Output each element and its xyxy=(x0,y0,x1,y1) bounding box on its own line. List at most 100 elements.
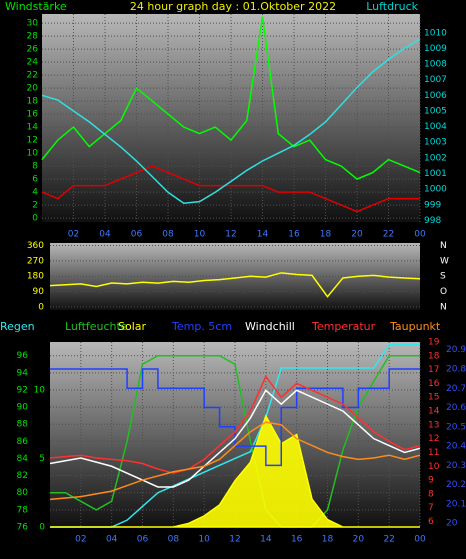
y2-tick-label: 11 xyxy=(428,448,439,458)
series-line xyxy=(49,375,421,474)
y2-tick-label: 1009 xyxy=(424,44,447,54)
y-tick-label: 78 xyxy=(17,505,29,515)
legend-entry: Regen xyxy=(0,320,35,333)
y-tick-label: 80 xyxy=(17,488,29,498)
x-tick-label: 22 xyxy=(383,230,394,240)
y-tick-label: 24 xyxy=(27,58,39,68)
legend-entry: Windchill xyxy=(245,320,295,333)
y-tick-label: 0 xyxy=(38,302,44,312)
y-tick-label: 94 xyxy=(17,368,29,378)
y2-tick-label: 1002 xyxy=(424,153,447,163)
y-tick-label: 86 xyxy=(17,437,29,447)
x-tick-label: 18 xyxy=(322,535,334,545)
y2-tick-label: 1000 xyxy=(424,185,447,195)
y2-tick-label: 7 xyxy=(428,503,434,513)
y3-tick-label: 20.4 xyxy=(446,442,466,452)
legend-entry: Luftfeuchte xyxy=(65,320,128,333)
y2-tick-label: 13 xyxy=(428,420,439,430)
y2-tick-label: 998 xyxy=(424,216,441,226)
legend-entry: Solar xyxy=(118,320,147,333)
x-tick-label: 06 xyxy=(131,230,143,240)
y-tick-label: 76 xyxy=(17,523,29,533)
chart-title: 24 hour graph day : 01.Oktober 2022 xyxy=(130,0,336,13)
y-tick-label: 90 xyxy=(33,287,45,297)
y-tick-label: 28 xyxy=(27,32,39,42)
y2-tick-label: 1004 xyxy=(424,122,447,132)
y-tick-label: 10 xyxy=(27,149,39,159)
x-tick-label: 14 xyxy=(257,230,269,240)
y2-tick-label: 1008 xyxy=(424,60,447,70)
x-tick-label: 14 xyxy=(260,535,272,545)
x-tick-label: 22 xyxy=(383,535,394,545)
y2-tick-label: N xyxy=(440,241,447,251)
y2-tick-label: N xyxy=(440,302,447,312)
y-tick-label: 2 xyxy=(32,201,38,211)
series-line xyxy=(49,421,421,501)
y3-tick-label: 20 xyxy=(446,519,458,529)
plot-area xyxy=(42,14,420,222)
y3-tick-label: 20.8 xyxy=(446,364,466,374)
y-tick-label: 0 xyxy=(32,214,38,224)
y3-tick-label: 20.7 xyxy=(446,384,466,394)
y-tick-label: 18 xyxy=(27,97,39,107)
x-tick-label: 12 xyxy=(229,535,240,545)
x-tick-label: 08 xyxy=(162,230,174,240)
y3-tick-label: 20.9 xyxy=(446,345,466,355)
x-tick-label: 06 xyxy=(137,535,149,545)
y3-tick-label: 20.1 xyxy=(446,499,466,509)
y2-tick-label: 1007 xyxy=(424,75,447,85)
y-tick-label: 8 xyxy=(32,162,38,172)
y3-tick-label: 20.3 xyxy=(446,461,466,471)
x-tick-label: 10 xyxy=(198,535,210,545)
y-tick-label: 20 xyxy=(27,84,39,94)
x-tick-label: 08 xyxy=(168,535,180,545)
y-tick-label: 16 xyxy=(27,110,39,120)
y2-tick-label: 12 xyxy=(428,434,439,444)
y2-tick-label: 8 xyxy=(428,489,434,499)
y2-tick-label: 18 xyxy=(428,351,440,361)
y2-tick-label: 19 xyxy=(428,338,440,348)
y-tick-label: 360 xyxy=(27,241,44,251)
y-tick-label: 92 xyxy=(17,385,28,395)
y2-tick-label: 1001 xyxy=(424,169,447,179)
y-tick-label: 82 xyxy=(17,471,28,481)
y2-tick-label: S xyxy=(440,272,446,282)
x-tick-label: 04 xyxy=(106,535,118,545)
y-axis-label: Windstärke xyxy=(5,0,67,13)
series-line xyxy=(41,38,421,205)
x-tick-label: 20 xyxy=(353,535,365,545)
y2-tick-label: 1006 xyxy=(424,91,447,101)
x-tick-label: 02 xyxy=(75,535,86,545)
y2-tick-label: 17 xyxy=(428,365,439,375)
y-tick-label: 30 xyxy=(27,19,39,29)
series-line xyxy=(41,165,420,213)
y-tick-label: 180 xyxy=(27,272,44,282)
x-tick-label: 18 xyxy=(320,230,332,240)
y2-tick-label: 9 xyxy=(428,476,434,486)
x-tick-label: 16 xyxy=(291,535,303,545)
y-tick-label: 84 xyxy=(17,454,29,464)
y2-tick-label: W xyxy=(440,256,449,266)
x-tick-label: 02 xyxy=(68,230,79,240)
legend-entry: Temperatur xyxy=(311,320,376,333)
y-tick-label: 90 xyxy=(17,403,29,413)
x-tick-label: 16 xyxy=(288,230,300,240)
y-tick-label: 26 xyxy=(27,45,39,55)
y4-tick-label: 0 xyxy=(39,523,45,533)
x-tick-label: 12 xyxy=(225,230,236,240)
y2-tick-label: 14 xyxy=(428,407,440,417)
y4-tick-label: 5 xyxy=(39,454,45,464)
y3-tick-label: 20.6 xyxy=(446,403,466,413)
series-line xyxy=(49,272,421,298)
series-line xyxy=(49,389,421,488)
y2-tick-label: O xyxy=(440,287,447,297)
y2-tick-label: 15 xyxy=(428,393,439,403)
y2-tick-label: 999 xyxy=(424,200,441,210)
series-line xyxy=(50,414,420,528)
y2-tick-label: 10 xyxy=(428,462,440,472)
x-tick-label: 10 xyxy=(194,230,206,240)
y-tick-label: 6 xyxy=(32,175,38,185)
y-tick-label: 22 xyxy=(27,71,38,81)
y4-tick-label: 10 xyxy=(34,385,46,395)
